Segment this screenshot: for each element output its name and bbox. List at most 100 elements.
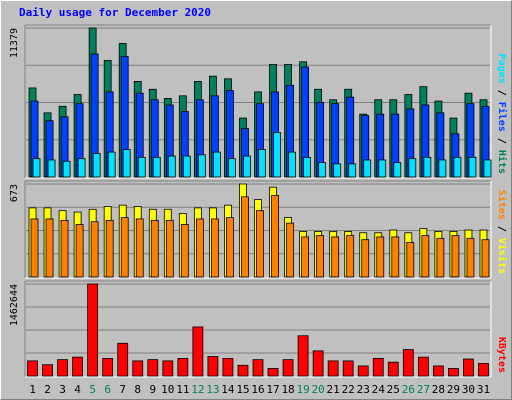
visits-sites-bar-sites-day-14 [226, 217, 234, 278]
hits-files-pages-bar-pages-day-20 [318, 162, 327, 178]
visits-sites-bar-sites-day-10 [165, 219, 174, 278]
visits-sites-bar-sites-day-13 [211, 218, 219, 278]
hits-files-pages-bar-pages-day-12 [197, 154, 206, 178]
kbytes-legend: KBytes [496, 337, 507, 373]
x-tick-label-day-4: 4 [74, 383, 81, 396]
kbytes-bar-kbytes-day-16 [252, 359, 264, 377]
visits-sites-bar-sites-day-7 [120, 217, 129, 278]
x-tick-label-day-15: 15 [236, 383, 249, 396]
kbytes-bar-kbytes-day-12 [192, 326, 204, 377]
kbytes-bar-kbytes-day-6 [102, 357, 114, 377]
hits-files-pages-bar-pages-day-28 [438, 159, 447, 178]
x-tick-label-day-29: 29 [447, 383, 460, 396]
visits-sites-bar-sites-day-8 [135, 218, 144, 278]
kbytes-bar-kbytes-day-18 [282, 359, 294, 377]
x-tick-label-day-16: 16 [251, 383, 264, 396]
hits-files-pages-bar-pages-day-19 [303, 156, 311, 178]
x-tick-label-day-13: 13 [206, 383, 219, 396]
hits-files-pages-y-max-label: 11379 [9, 28, 20, 58]
visits-sites-bar-sites-day-12 [195, 218, 204, 278]
kbytes-bar-kbytes-day-25 [387, 361, 399, 377]
hits-files-pages-bar-pages-day-17 [273, 132, 281, 178]
kbytes-bar-kbytes-day-27 [417, 356, 429, 377]
kbytes-y-max-label: 1462644 [9, 284, 20, 326]
kbytes-bar-kbytes-day-7 [117, 342, 129, 377]
legend-files: Files [496, 102, 508, 132]
x-tick-label-day-2: 2 [44, 383, 51, 396]
visits-sites-bar-sites-day-20 [316, 235, 325, 278]
x-tick-label-day-28: 28 [432, 383, 445, 396]
visits-sites-bar-sites-day-24 [376, 236, 385, 278]
x-tick-label-day-23: 23 [357, 383, 370, 396]
x-tick-label-day-11: 11 [176, 383, 189, 396]
hits-files-pages-bar-pages-day-2 [47, 159, 56, 178]
visits-sites-bar-sites-day-25 [391, 236, 400, 278]
x-tick-label-day-17: 17 [266, 383, 279, 396]
hits-files-pages-panel: 11379 Pages / Files / Hits [9, 24, 508, 179]
visits-sites-bar-sites-day-29 [451, 235, 460, 278]
x-tick-label-day-27: 27 [417, 383, 430, 396]
kbytes-bar-kbytes-day-10 [162, 360, 174, 377]
hits-files-pages-bar-pages-day-30 [468, 156, 477, 178]
kbytes-bar-kbytes-day-26 [402, 349, 414, 377]
hits-files-pages-bar-pages-day-23 [363, 159, 372, 178]
kbytes-bar-kbytes-day-9 [147, 359, 159, 377]
visits-sites-bar-sites-day-11 [180, 224, 189, 278]
x-tick-label-day-19: 19 [296, 383, 309, 396]
visits-sites-bar-sites-day-31 [481, 239, 490, 278]
x-tick-label-day-5: 5 [89, 383, 96, 396]
legend-pages: Pages [496, 54, 507, 84]
hits-files-pages-bar-pages-day-21 [333, 163, 342, 178]
kbytes-bar-kbytes-day-5 [87, 283, 99, 377]
x-tick-label-day-18: 18 [281, 383, 294, 396]
kbytes-bar-kbytes-day-31 [478, 363, 489, 377]
legend-kbytes: KBytes [496, 337, 507, 373]
hits-files-pages-bar-pages-day-15 [243, 155, 251, 178]
visits-sites-bar-sites-day-19 [301, 236, 309, 278]
visits-sites-bar-sites-day-26 [406, 242, 415, 278]
hits-files-pages-bar-pages-day-6 [107, 151, 116, 178]
visits-sites-bar-sites-day-9 [150, 219, 159, 278]
visits-sites-bar-sites-day-6 [105, 219, 114, 278]
visits-sites-bar-sites-day-16 [256, 210, 264, 278]
visits-sites-bar-sites-day-27 [421, 235, 430, 278]
kbytes-bar-kbytes-day-3 [57, 359, 68, 377]
hits-files-pages-bar-pages-day-1 [32, 158, 41, 178]
hits-files-pages-bar-pages-day-11 [182, 155, 191, 178]
hits-files-pages-bar-pages-day-25 [393, 162, 402, 178]
x-tick-label-day-10: 10 [161, 383, 174, 396]
visits-sites-bar-sites-day-23 [361, 239, 370, 278]
visits-sites-bar-sites-day-1 [30, 218, 39, 278]
hits-files-pages-bar-pages-day-29 [453, 156, 462, 178]
visits-sites-bar-sites-day-30 [466, 237, 475, 278]
kbytes-bar-kbytes-day-2 [42, 364, 53, 377]
visits-sites-bar-sites-day-21 [331, 236, 340, 278]
hits-files-pages-bar-pages-day-7 [122, 149, 131, 178]
legend-separator: / [496, 84, 507, 102]
x-tick-label-day-30: 30 [462, 383, 475, 396]
legend-visits: Visits [496, 238, 508, 274]
hits-files-pages-bar-pages-day-5 [92, 153, 101, 178]
x-tick-label-day-3: 3 [59, 383, 66, 396]
kbytes-bar-kbytes-day-8 [132, 360, 144, 377]
kbytes-bar-kbytes-day-30 [463, 358, 474, 377]
x-tick-label-day-25: 25 [387, 383, 400, 396]
legend-separator: / [496, 132, 507, 150]
kbytes-bar-kbytes-day-28 [432, 365, 444, 377]
kbytes-bar-kbytes-day-20 [312, 350, 324, 377]
x-tick-label-day-12: 12 [191, 383, 204, 396]
hits-files-pages-bar-pages-day-31 [483, 159, 492, 178]
kbytes-bar-kbytes-day-15 [237, 364, 249, 377]
x-tick-label-day-7: 7 [119, 383, 126, 396]
hits-files-pages-bar-pages-day-26 [408, 158, 417, 178]
hits-files-pages-bar-pages-day-13 [213, 151, 221, 178]
visits-sites-legend: Sites / Visits [496, 190, 508, 274]
x-tick-label-day-8: 8 [134, 383, 141, 396]
x-tick-label-day-22: 22 [342, 383, 355, 396]
kbytes-bar-kbytes-day-21 [327, 360, 339, 377]
legend-sites: Sites [496, 190, 508, 220]
kbytes-bar-kbytes-day-4 [72, 356, 84, 377]
kbytes-panel: 1462644 KBytes [9, 280, 507, 378]
visits-sites-bar-sites-day-28 [436, 237, 445, 278]
